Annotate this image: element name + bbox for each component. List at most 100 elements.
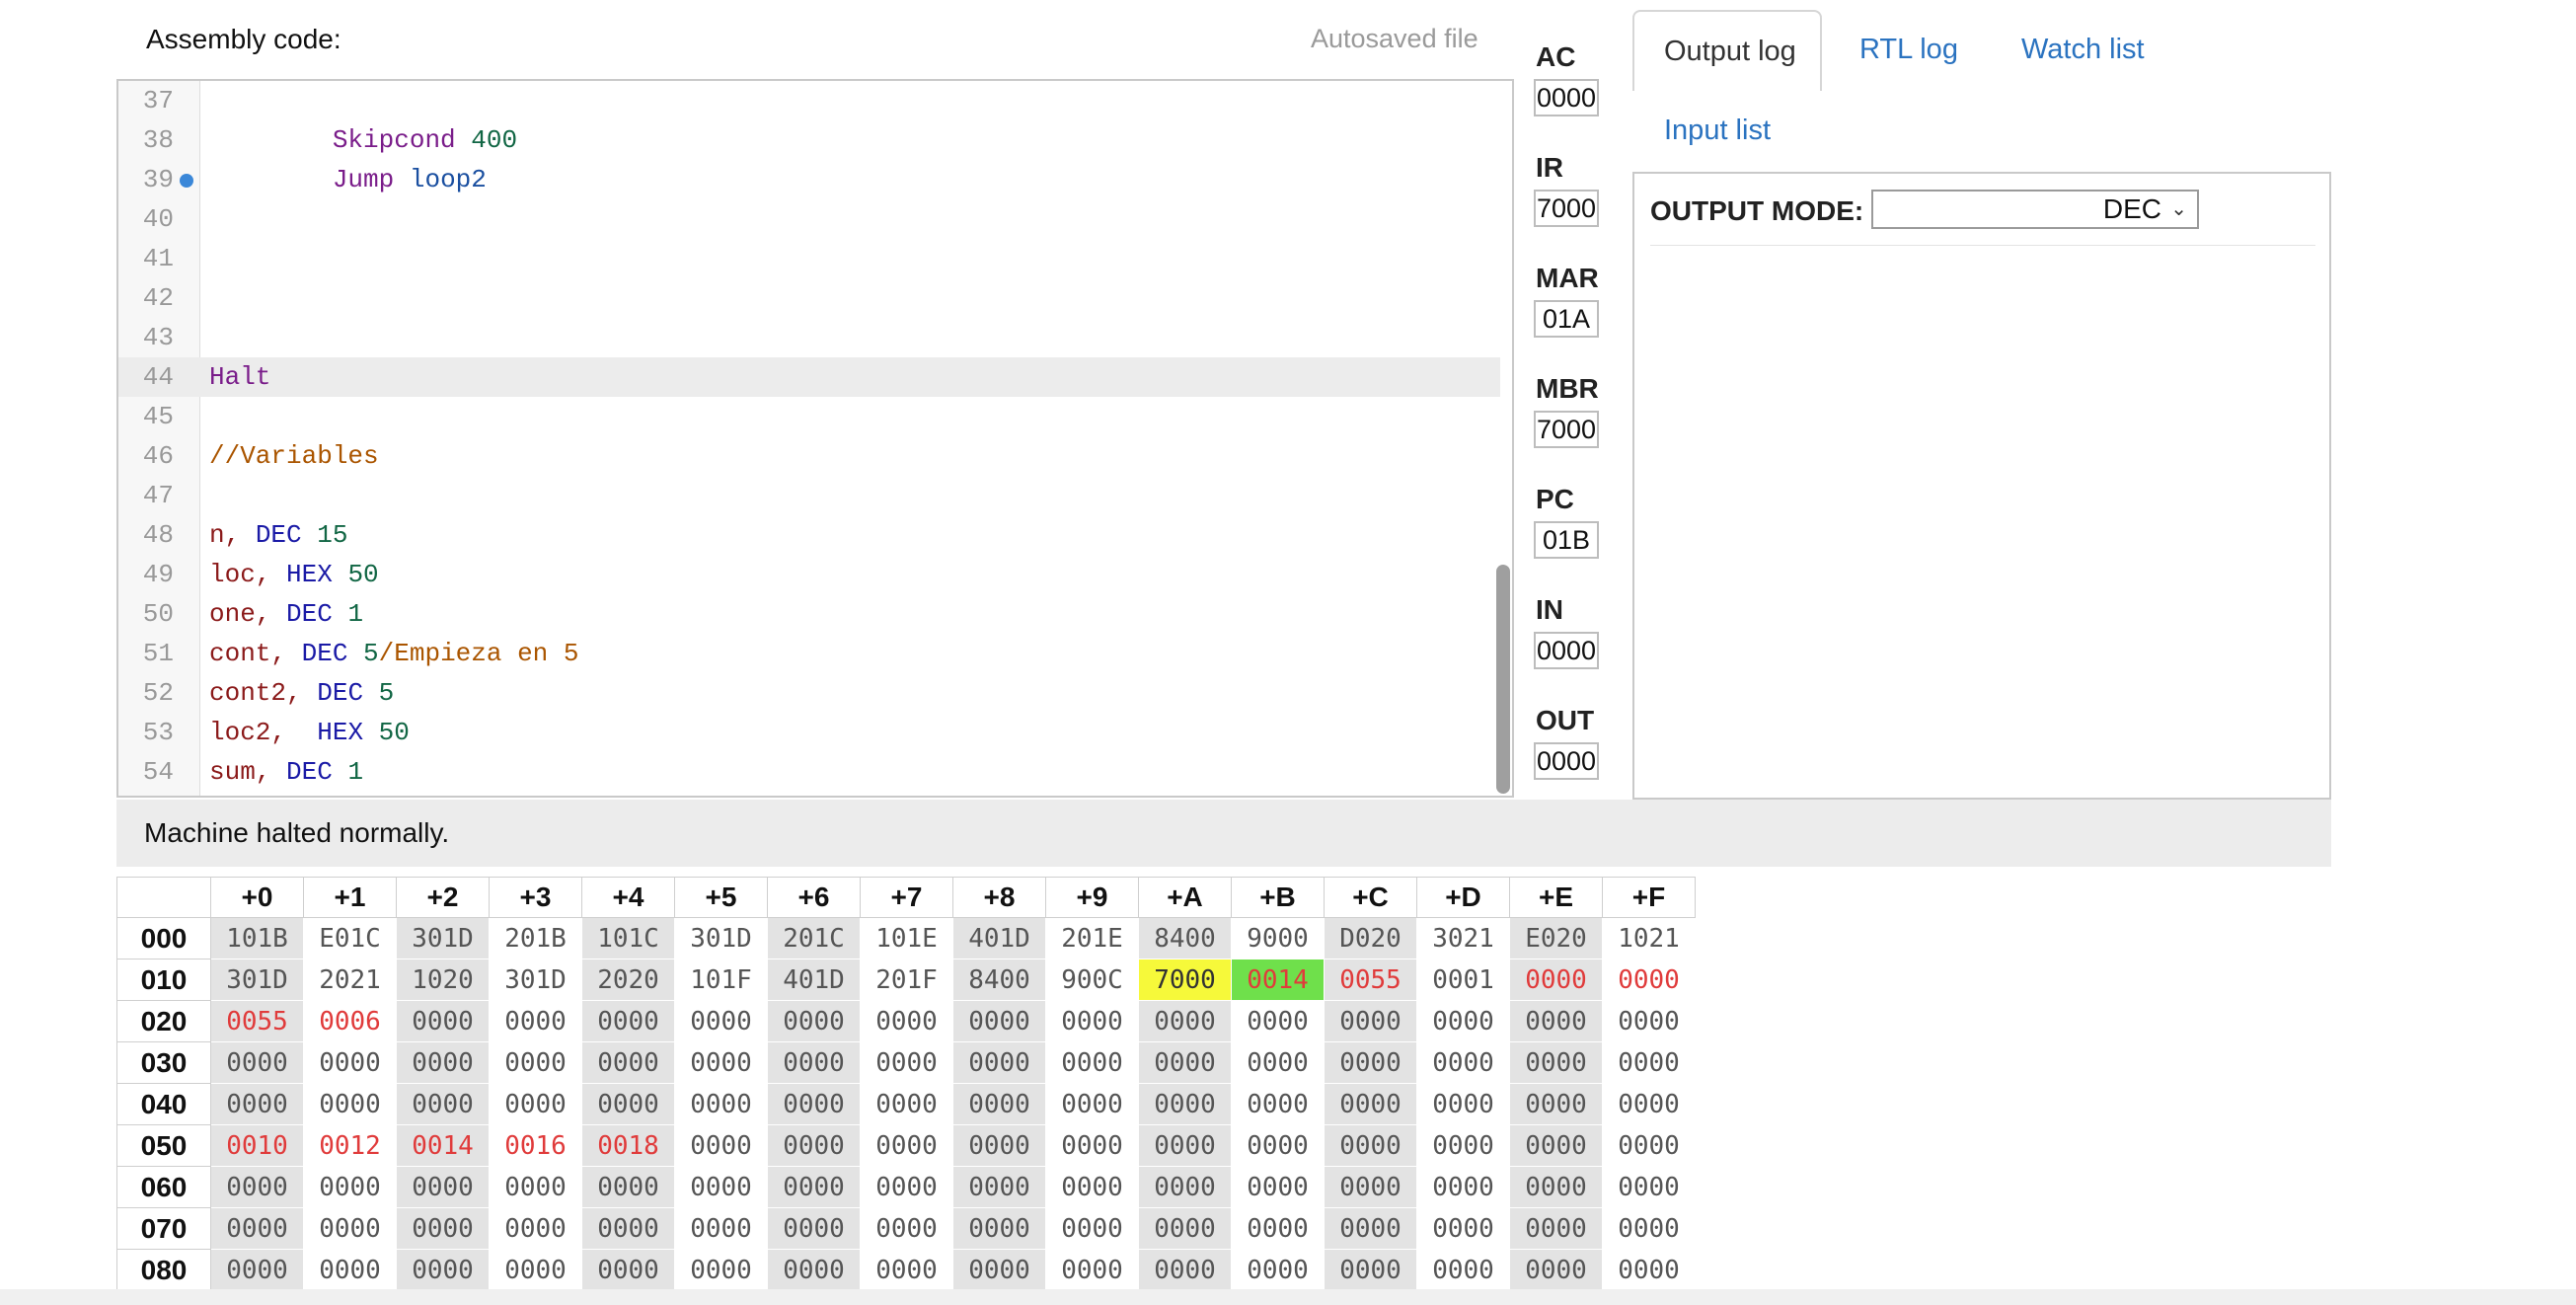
memory-cell: 0000 [489, 1041, 582, 1084]
memory-row: 000 101B E01C 301D 201B 101C 301D 201C 101E 401D 2… [116, 917, 1696, 960]
memory-cell: 0000 [952, 1207, 1046, 1250]
code-text: sum, DEC 1 [209, 757, 364, 787]
code-line[interactable]: 51 cont, DEC 5/Empieza en 5 [118, 634, 1500, 673]
memory-cell: 0000 [674, 1166, 768, 1208]
tab-watch-list[interactable]: Watch list [2021, 34, 2145, 65]
memory-cell: 201E [1045, 917, 1139, 960]
code-line[interactable]: 54 sum, DEC 1 [118, 752, 1500, 792]
memory-cell: 0000 [581, 1000, 675, 1042]
tab-output-log[interactable]: Output log [1632, 10, 1822, 91]
code-editor[interactable]: 37 38 Skipcond 400 39 Jump loop2 40 41 4… [116, 79, 1514, 798]
memory-cell: 0000 [674, 1041, 768, 1084]
code-line[interactable]: 45 [118, 397, 1500, 436]
line-number: 49 [142, 560, 174, 589]
memory-cell: 0000 [1045, 1207, 1139, 1250]
tab-rtl-log[interactable]: RTL log [1859, 34, 1958, 65]
code-line[interactable]: 49 loc, HEX 50 [118, 555, 1500, 594]
code-line[interactable]: 42 [118, 278, 1500, 318]
memory-cell: 0000 [1416, 1124, 1510, 1167]
line-number: 54 [142, 757, 174, 787]
memory-cell: 0000 [210, 1166, 304, 1208]
memory-cell: 1020 [396, 959, 490, 1001]
line-number: 45 [142, 402, 174, 431]
code-line[interactable]: 48 n, DEC 15 [118, 515, 1500, 555]
memory-row-address: 000 [116, 917, 211, 960]
memory-row: 010 301D 2021 1020 301D 2020 101F 401D 201F 8400 9… [116, 959, 1696, 1001]
chevron-down-icon: ⌄ [2170, 198, 2187, 220]
code-line[interactable]: 38 Skipcond 400 [118, 120, 1500, 160]
memory-col-header: +9 [1045, 877, 1139, 918]
line-number: 41 [142, 244, 174, 273]
memory-cell: 2020 [581, 959, 675, 1001]
code-line[interactable]: 43 [118, 318, 1500, 357]
memory-col-header: +6 [767, 877, 861, 918]
code-line[interactable]: 37 [118, 81, 1500, 120]
memory-cell: 3021 [1416, 917, 1510, 960]
memory-corner-cell [116, 877, 211, 918]
memory-cell: 0012 [303, 1124, 397, 1167]
memory-cell: 0000 [1416, 1041, 1510, 1084]
memory-cell: 0000 [489, 1166, 582, 1208]
register-label-in: IN [1536, 594, 1563, 625]
memory-cell: 0000 [767, 1124, 861, 1167]
memory-cell: 0000 [860, 1124, 953, 1167]
line-number: 40 [142, 204, 174, 234]
tab-output-log-label: Output log [1664, 36, 1796, 67]
memory-cell: 0000 [952, 1166, 1046, 1208]
line-number: 48 [142, 520, 174, 550]
memory-cell: 0000 [1045, 1000, 1139, 1042]
line-number-gutter [118, 81, 200, 796]
register-label-pc: PC [1536, 484, 1574, 514]
register-out: 0000 [1534, 742, 1599, 780]
code-line[interactable]: 50 one, DEC 1 [118, 594, 1500, 634]
line-number: 47 [142, 481, 174, 510]
memory-cell: 0000 [1509, 1166, 1603, 1208]
memory-header-row: +0 +1 +2 +3 +4 +5 +6 +7 +8 +9 +A +B +C +… [116, 877, 1696, 918]
active-code-line[interactable]: 44 Halt [118, 357, 1500, 397]
memory-cell: 0000 [1045, 1166, 1139, 1208]
memory-row-address: 040 [116, 1083, 211, 1125]
memory-cell: 0000 [396, 1000, 490, 1042]
breakpoint-icon[interactable] [180, 174, 193, 188]
memory-cell: 0000 [1416, 1207, 1510, 1250]
code-line[interactable]: 53 loc2, HEX 50 [118, 713, 1500, 752]
code-text: loc2, HEX 50 [209, 718, 410, 747]
code-line[interactable]: 52 cont2, DEC 5 [118, 673, 1500, 713]
output-mode-select[interactable]: DEC ⌄ [1871, 190, 2199, 229]
memory-cell: 0000 [1324, 1041, 1417, 1084]
memory-cell: 0000 [489, 1000, 582, 1042]
code-text: n, DEC 15 [209, 520, 348, 550]
memory-col-header: +1 [303, 877, 397, 918]
memory-col-header: +0 [210, 877, 304, 918]
memory-cell: 0014 [396, 1124, 490, 1167]
line-number: 50 [142, 599, 174, 629]
output-log-panel: OUTPUT MODE: DEC ⌄ [1632, 172, 2331, 800]
memory-cell: 301D [674, 917, 768, 960]
memory-cell: 0000 [952, 1249, 1046, 1291]
memory-cell: 101C [581, 917, 675, 960]
memory-cell: 0000 [1231, 1000, 1325, 1042]
memory-row: 060 0000 0000 0000 0000 0000 0000 0000 0000 0000 0… [116, 1166, 1696, 1208]
register-in: 0000 [1534, 632, 1599, 669]
code-line[interactable]: 41 [118, 239, 1500, 278]
code-line[interactable]: 39 Jump loop2 [118, 160, 1500, 199]
memory-cell: 0010 [210, 1124, 304, 1167]
memory-cell: 0000 [1045, 1041, 1139, 1084]
line-number: 42 [142, 283, 174, 313]
memory-row-address: 050 [116, 1124, 211, 1167]
memory-cell: 301D [210, 959, 304, 1001]
memory-cell: 0016 [489, 1124, 582, 1167]
memory-cell: 301D [396, 917, 490, 960]
memory-cell: 0000 [1602, 959, 1696, 1001]
code-line[interactable]: 40 [118, 199, 1500, 239]
editor-scrollbar[interactable] [1496, 565, 1510, 794]
memory-cell: 0000 [860, 1166, 953, 1208]
code-line[interactable]: 47 [118, 476, 1500, 515]
memory-cell: E01C [303, 917, 397, 960]
memory-cell: 301D [489, 959, 582, 1001]
memory-col-header: +2 [396, 877, 490, 918]
code-line[interactable]: 46 //Variables [118, 436, 1500, 476]
tab-input-list[interactable]: Input list [1664, 115, 1771, 146]
register-label-ac: AC [1536, 41, 1576, 72]
memory-cell: E020 [1509, 917, 1603, 960]
